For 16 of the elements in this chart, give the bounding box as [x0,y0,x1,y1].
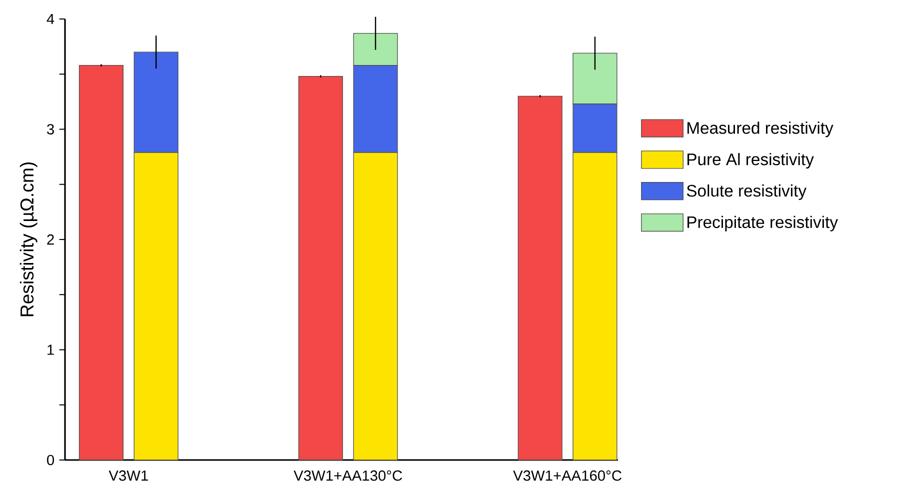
y-tick-label: 2 [47,234,54,245]
y-tick-label: 4 [46,14,54,24]
legend-label: Measured resistivity [687,122,834,138]
bar [298,76,343,460]
x-tick-label: V3W1+AA160°C [513,470,622,481]
y-tick-label: 0 [47,454,54,466]
x-tick-label: V3W1+AA130°C [294,470,402,481]
y-tick-label: 1 [48,344,54,355]
bar [78,64,124,460]
legend-label: Pure Al resistivity [687,153,814,169]
y-axis-title: Resistivity (µΩ.cm) [20,162,38,316]
y-tick-label: 3 [47,124,54,134]
x-tick-label: V3W1 [108,470,148,481]
bar [518,96,562,460]
legend-label: Precipitate resistivity [687,216,838,232]
legend-label: Solute resistivity [686,184,806,200]
